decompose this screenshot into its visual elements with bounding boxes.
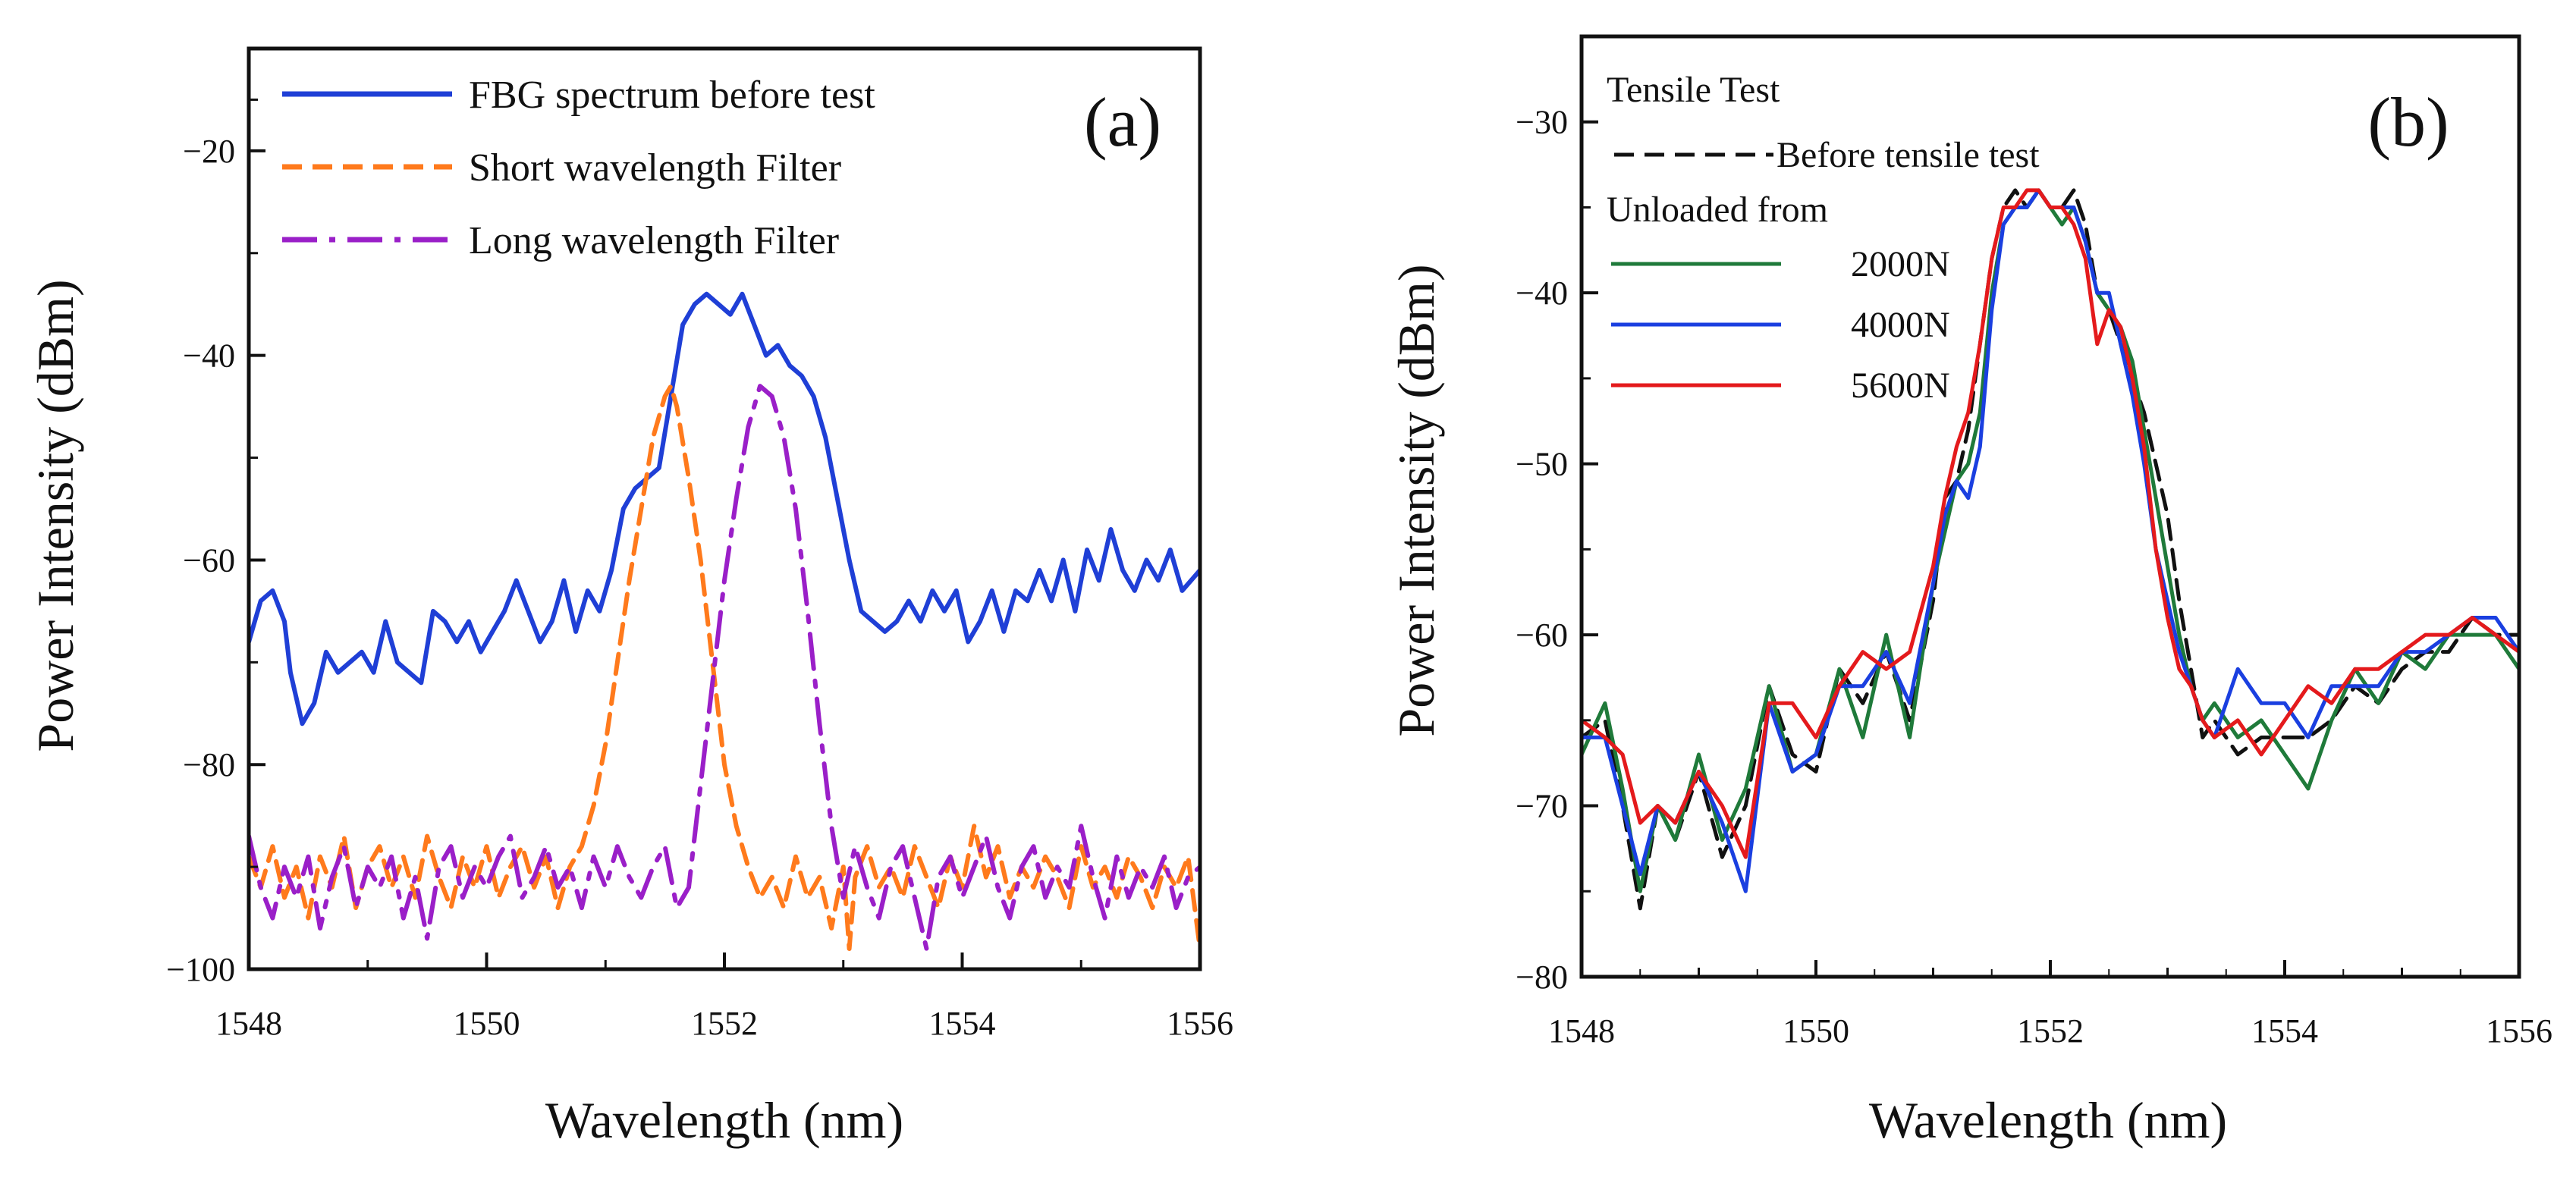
panel-b-chart: 1548 1550 1552 1554 1556 −30 −40 −50 −60 −70 −80 T…: [1387, 34, 2552, 1149]
panel-a-ticks: 1548 1550 1552 1554 1556 −20 −40 −60 −80 −100: [166, 98, 1233, 1042]
panel-b-y-tick-label: −60: [1516, 617, 1568, 654]
panel-a-y-tick-label: −100: [166, 951, 235, 988]
panel-b-legend-label: Before tensile test: [1776, 135, 2040, 175]
panel-b-y-tick-label: −70: [1516, 788, 1568, 825]
panel-a-legend-label: Long wavelength Filter: [469, 219, 839, 262]
panel-b-label: (b): [2367, 83, 2449, 161]
panel-a-x-tick-label: 1554: [929, 1005, 996, 1042]
panel-a-legend-label: Short wavelength Filter: [469, 146, 841, 190]
panel-a-y-tick-label: −60: [183, 541, 235, 579]
panel-a-y-axis-label: Power Intensity (dBm): [27, 279, 84, 752]
panel-a-plot-lines: [249, 291, 1200, 951]
panel-a-label: (a): [1084, 83, 1161, 161]
panel-b-plot-lines: [1582, 188, 2519, 911]
panel-a-x-tick-label: 1548: [215, 1005, 282, 1042]
panel-b-legend-subtitle: Unloaded from: [1607, 190, 1828, 230]
panel-b-y-tick-label: −80: [1516, 959, 1568, 996]
panel-b-y-tick-label: −30: [1516, 104, 1568, 141]
panel-a-x-axis-label: Wavelength (nm): [545, 1091, 903, 1149]
panel-a-chart: 1548 1550 1552 1554 1556 −20 −40 −60 −80 −100 FBG…: [27, 46, 1233, 1149]
panel-a-y-tick-label: −40: [183, 337, 235, 375]
panel-a-legend-label: FBG spectrum before test: [469, 74, 875, 117]
panel-b-x-tick-label: 1552: [2017, 1012, 2084, 1050]
panel-b-x-axis-label: Wavelength (nm): [1869, 1091, 2227, 1149]
panel-b-legend-label: 4000N: [1851, 305, 1950, 345]
panel-b-x-tick-label: 1554: [2251, 1012, 2318, 1050]
panel-b-x-tick-label: 1548: [1548, 1012, 1615, 1050]
panel-a-legend: FBG spectrum before test Short wavelength…: [282, 74, 875, 262]
panel-a-series-short-wavelength-filter-line: [249, 384, 1200, 951]
panel-b-y-tick-label: −40: [1516, 275, 1568, 312]
panel-b-ticks: 1548 1550 1552 1554 1556 −30 −40 −50 −60 −70 −80: [1516, 104, 2552, 1050]
panel-b-legend-label: 5600N: [1851, 366, 1950, 406]
panel-a-series-long-wavelength-filter-line: [249, 384, 1200, 951]
panel-b-x-tick-label: 1556: [2486, 1012, 2552, 1050]
panel-a-x-tick-label: 1550: [454, 1005, 520, 1042]
panel-a-series-fbg-spectrum-before-test-line: [249, 291, 1200, 727]
panel-b-legend-label: 2000N: [1851, 244, 1950, 284]
panel-b-legend-title: Tensile Test: [1607, 70, 1780, 110]
panel-b-x-tick-label: 1550: [1783, 1012, 1849, 1050]
panel-a-x-tick-label: 1556: [1167, 1005, 1233, 1042]
panel-a-x-tick-label: 1552: [691, 1005, 758, 1042]
panel-a-y-tick-label: −20: [183, 133, 235, 170]
panel-b-y-tick-label: −50: [1516, 446, 1568, 483]
panel-b-y-axis-label: Power Intensity (dBm): [1387, 264, 1445, 736]
panel-b-series-2000n-line: [1582, 188, 2519, 893]
panel-b-series-5600n-line: [1582, 188, 2519, 859]
panel-a-y-tick-label: −80: [183, 746, 235, 783]
panel-b-legend: Tensile Test Before tensile test Unloaded …: [1607, 70, 2040, 406]
